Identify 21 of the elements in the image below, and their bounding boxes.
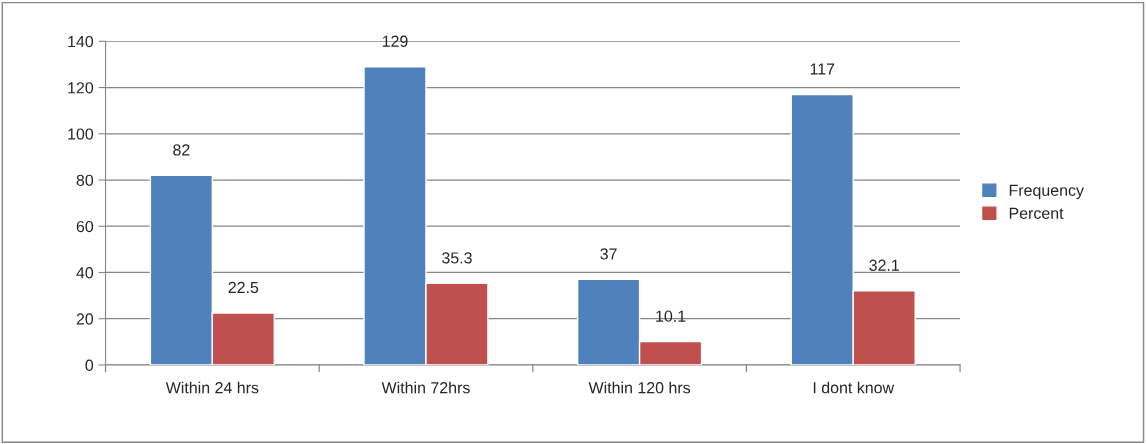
- y-tick-label: 100: [68, 128, 94, 140]
- data-label: 22.5: [228, 281, 259, 294]
- data-label: 37: [600, 248, 617, 260]
- y-tick-label: 0: [85, 359, 94, 371]
- x-tick-label: Within 120 hrs: [588, 381, 691, 394]
- legend-label: Frequency: [1009, 184, 1084, 200]
- y-tick-label: 40: [76, 267, 94, 279]
- x-tick-label: I dont know: [813, 381, 895, 394]
- data-label: 32.1: [869, 259, 899, 271]
- data-label: 35.3: [442, 252, 472, 264]
- legend-label: Percent: [1009, 207, 1064, 219]
- data-label: 82: [173, 144, 190, 156]
- data-label: 129: [382, 35, 408, 47]
- x-tick-label: Within 24 hrs: [165, 381, 259, 394]
- y-tick-label: 20: [76, 313, 94, 325]
- y-tick-label: 120: [68, 82, 94, 94]
- y-tick-label: 80: [76, 174, 94, 186]
- y-tick-label: 60: [76, 220, 94, 233]
- x-tick-label: Within 72hrs: [381, 381, 470, 394]
- y-tick-label: 140: [68, 35, 94, 48]
- data-label: 117: [810, 63, 835, 75]
